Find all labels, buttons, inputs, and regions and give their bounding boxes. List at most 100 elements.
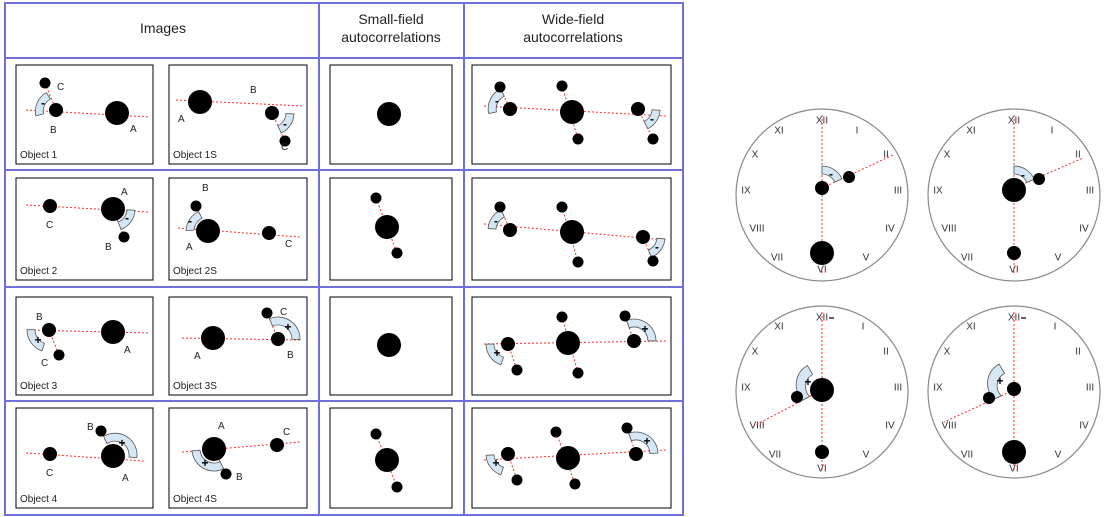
dot <box>511 474 523 486</box>
label-b: B <box>236 472 243 483</box>
label-b: B <box>250 85 257 96</box>
dot-b <box>118 231 130 243</box>
dot-b <box>271 332 285 346</box>
numeral-iii: III <box>894 186 902 197</box>
numeral-vii: VII <box>961 253 973 264</box>
numeral-vii: VII <box>771 253 783 264</box>
header-small-field-line2: autocorrelations <box>341 29 441 45</box>
dot-a <box>196 219 220 243</box>
dot <box>503 102 517 116</box>
label-a: A <box>130 124 137 135</box>
dot <box>627 334 641 348</box>
dot-bottom <box>810 241 834 265</box>
numeral-i: I <box>1051 126 1054 137</box>
dot-center <box>377 333 401 357</box>
dot <box>572 133 584 145</box>
dot-c <box>39 77 51 89</box>
dot-b <box>265 106 279 120</box>
numeral-xii: XII <box>1008 313 1020 324</box>
label-c: C <box>280 307 287 318</box>
numeral-x: X <box>944 150 951 161</box>
object-caption: Object 4 <box>20 494 58 505</box>
wedge-sign: + <box>643 434 650 448</box>
numeral-x: X <box>752 150 759 161</box>
wedge-sign: - <box>188 214 192 228</box>
table-grid <box>4 2 684 516</box>
numeral-i: I <box>856 126 859 137</box>
numeral-ii: II <box>1075 150 1081 161</box>
panel-object-2: - C A B Object 2 <box>15 177 154 281</box>
wedge-sign: - <box>494 214 498 228</box>
numeral-iv: IV <box>1079 224 1089 235</box>
numeral-vii: VII <box>769 450 781 461</box>
dot <box>647 133 659 145</box>
panel-object-1: - C B A Object 1 <box>15 64 154 165</box>
label-b: B <box>202 183 209 194</box>
label-c: C <box>46 468 53 479</box>
numeral-v: V <box>863 253 870 264</box>
numeral-ii: II <box>883 347 889 358</box>
dot <box>511 364 523 376</box>
dot-c <box>261 307 273 319</box>
dot <box>550 426 562 438</box>
numeral-ix: IX <box>741 383 751 394</box>
numeral-viii: VIII <box>941 224 956 235</box>
label-a: A <box>122 473 129 484</box>
dot-bottom <box>1002 440 1026 464</box>
dot-outer <box>983 392 995 404</box>
numeral-ix: IX <box>933 383 943 394</box>
object-caption: Object 4S <box>173 494 217 505</box>
dot-bottom <box>815 445 829 459</box>
label-b: B <box>87 422 94 433</box>
dot-center <box>1002 178 1026 202</box>
panel-wide-field-3: + + <box>471 296 672 396</box>
dot <box>556 311 568 323</box>
numeral-viii: VIII <box>749 224 764 235</box>
numeral-i: I <box>1054 322 1057 333</box>
wedge-sign: - <box>283 117 287 131</box>
dot <box>631 102 645 116</box>
numeral-v: V <box>1055 450 1062 461</box>
object-caption: Object 3 <box>20 381 58 392</box>
header-small-field-line1: Small-field <box>358 11 423 27</box>
wedge-sign: - <box>655 240 659 254</box>
dot <box>391 247 403 259</box>
dot-c <box>53 349 65 361</box>
dot-a <box>101 320 125 344</box>
wedge-sign: + <box>118 436 125 450</box>
label-a: A <box>194 351 201 362</box>
numeral-iii: III <box>1086 186 1094 197</box>
numeral-viii: VIII <box>941 421 956 432</box>
wedge-sign: + <box>493 346 500 360</box>
panel-object-1s: - A B C Object 1S <box>168 64 308 165</box>
dot <box>569 478 581 490</box>
wedge-sign: - <box>495 94 499 108</box>
header-wide-field-line1: Wide-field <box>542 11 604 27</box>
numeral-xii: XII <box>816 313 828 324</box>
clock-1: XII I II III IV V VI VII VIII IX X XI - <box>735 108 909 282</box>
dot-center <box>815 181 829 195</box>
panel-small-field-2 <box>329 177 453 281</box>
numeral-ix: IX <box>933 186 943 197</box>
dot-outer <box>1033 173 1045 185</box>
wedge-sign: + <box>641 322 648 336</box>
dot-b <box>42 323 56 337</box>
panel-small-field-4 <box>329 407 453 509</box>
dot-b <box>220 468 232 480</box>
dot <box>391 481 403 493</box>
header-images: Images <box>140 20 186 36</box>
header-wide-field-line2: autocorrelations <box>523 29 623 45</box>
label-c: C <box>283 427 290 438</box>
wedge-sign: + <box>201 456 208 470</box>
label-c: C <box>285 239 292 250</box>
dot-outer <box>791 391 803 403</box>
dot <box>572 256 584 268</box>
wedge-sign: - <box>829 167 833 181</box>
numeral-iv: IV <box>1079 421 1089 432</box>
numeral-v: V <box>863 450 870 461</box>
numeral-iv: IV <box>885 421 895 432</box>
dot <box>621 422 633 434</box>
dot-b <box>95 425 107 437</box>
panel-object-4: + C B A Object 4 <box>15 407 154 509</box>
panel-wide-field-4: + + <box>471 407 672 509</box>
